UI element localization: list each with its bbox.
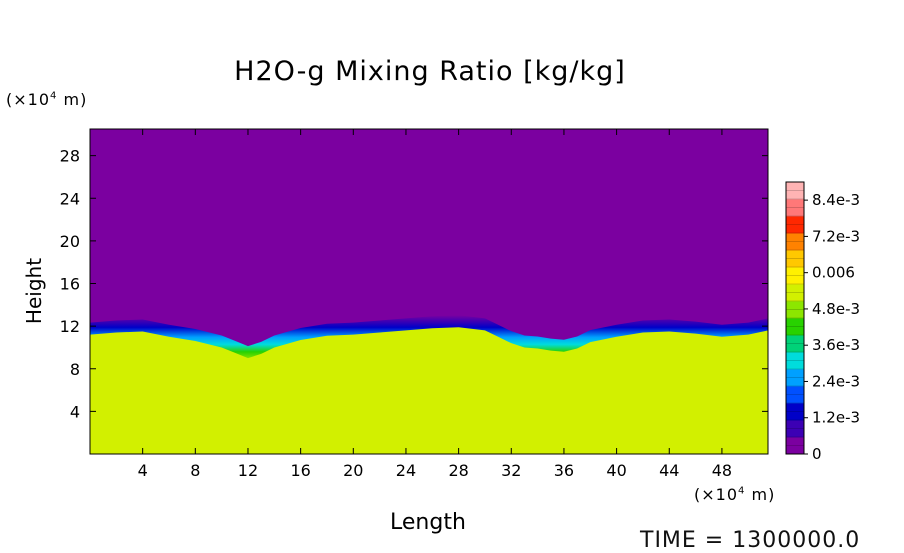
y-tick-label: 8 — [70, 360, 80, 379]
y-tick-label: 4 — [70, 402, 80, 421]
x-tick-label: 40 — [606, 461, 626, 480]
colorbar-segment — [786, 199, 804, 217]
colorbar-segment — [786, 369, 804, 387]
plot-area — [89, 128, 769, 455]
colorbar-segment — [786, 250, 804, 268]
x-tick-label: 48 — [712, 461, 732, 480]
x-tick-label: 24 — [396, 461, 416, 480]
x-tick-label: 16 — [290, 461, 310, 480]
plot-frame — [89, 128, 769, 455]
x-tick-label: 8 — [190, 461, 200, 480]
colorbar: 0 1.2e-3 2.4e-3 3.6e-3 4.8e-3 0.006 7.2e-3 8.4e… — [785, 181, 860, 463]
y-tick-label: 16 — [60, 275, 80, 294]
y-ticks: 4 8 12 16 20 24 28 — [60, 147, 768, 421]
colorbar-segment — [786, 216, 804, 234]
colorbar-segment — [786, 301, 804, 319]
y-tick-label: 24 — [60, 189, 80, 208]
y-tick-label: 12 — [60, 317, 80, 336]
x-unit-suffix: m) — [745, 485, 776, 504]
colorbar-segment — [786, 420, 804, 438]
x-tick-label: 12 — [238, 461, 258, 480]
colorbar-tick-label: 4.8e-3 — [812, 300, 860, 318]
x-tick-label: 20 — [343, 461, 363, 480]
x-tick-label: 28 — [448, 461, 468, 480]
y-axis-unit: (×104 m) — [6, 90, 87, 109]
x-tick-label: 4 — [138, 461, 148, 480]
colorbar-segment — [786, 352, 804, 370]
x-unit-prefix: (×10 — [694, 485, 739, 504]
colorbar-segment — [786, 386, 804, 404]
x-tick-label: 36 — [554, 461, 574, 480]
x-tick-label: 44 — [659, 461, 679, 480]
x-axis-unit: (×104 m) — [694, 485, 775, 504]
colorbar-segment — [786, 267, 804, 285]
colorbar-tick-label: 1.2e-3 — [812, 409, 860, 427]
moist-region — [90, 327, 768, 454]
colorbar-frame — [785, 181, 805, 455]
colorbar-tick-label: 3.6e-3 — [812, 336, 860, 354]
y-unit-exponent: 4 — [50, 90, 58, 102]
colorbar-segment — [786, 437, 804, 455]
moisture-boundary-band — [90, 315, 768, 365]
x-tick-label: 32 — [501, 461, 521, 480]
x-ticks: 4 8 12 16 20 24 28 32 36 40 44 48 — [138, 129, 732, 480]
x-unit-exponent: 4 — [738, 485, 746, 497]
y-unit-suffix: m) — [57, 90, 88, 109]
colorbar-tick-label: 7.2e-3 — [812, 227, 860, 245]
colorbar-segment — [786, 403, 804, 421]
colorbar-segment — [786, 335, 804, 353]
y-unit-prefix: (×10 — [6, 90, 51, 109]
colorbar-tick-label: 0.006 — [812, 264, 855, 282]
y-tick-label: 20 — [60, 232, 80, 251]
colorbar-tick-label: 8.4e-3 — [812, 191, 860, 209]
y-tick-label: 28 — [60, 147, 80, 166]
colorbar-segment — [786, 233, 804, 251]
colorbar-tick-label: 2.4e-3 — [812, 372, 860, 390]
colorbar-segment — [786, 182, 804, 200]
colorbar-segment — [786, 284, 804, 302]
chart-title: H2O-g Mixing Ratio [kg/kg] — [234, 56, 626, 87]
x-axis-label: Length — [390, 510, 466, 535]
colorbar-segment — [786, 318, 804, 336]
colorbar-tick-label: 0 — [812, 445, 822, 463]
